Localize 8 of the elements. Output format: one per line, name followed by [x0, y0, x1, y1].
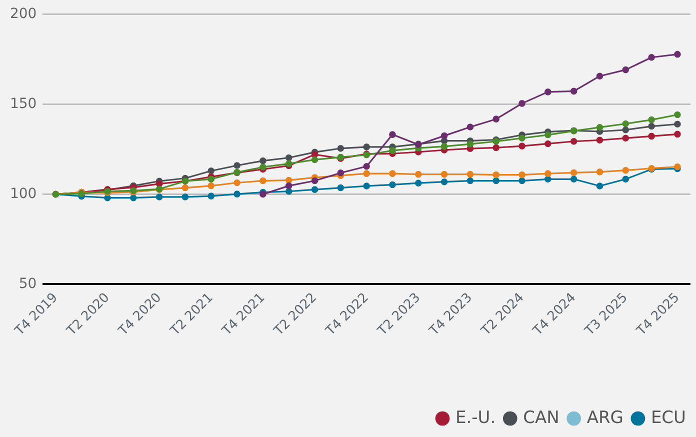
legend-label: CAN — [523, 408, 560, 428]
legend-label: ARG — [586, 408, 624, 428]
legend-label: E.-U. — [455, 408, 496, 428]
y-tick-label: 150 — [10, 96, 37, 112]
y-tick-label: 50 — [18, 276, 37, 292]
y-tick-label: 200 — [10, 6, 37, 22]
y-tick-label: 100 — [10, 186, 37, 202]
legend-label: ECU — [650, 408, 686, 428]
